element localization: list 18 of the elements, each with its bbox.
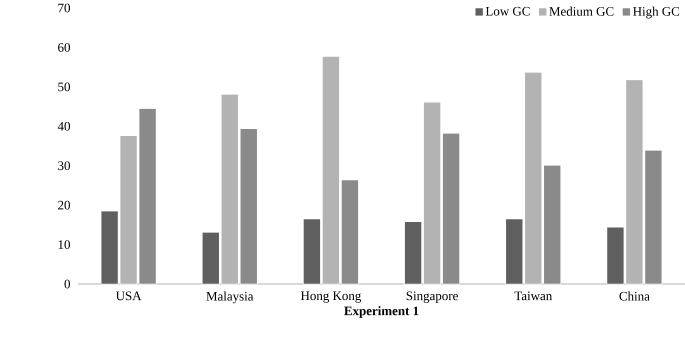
x-tick-label: USA [116,292,142,300]
legend-label: High GC [633,6,680,18]
legend-label: Low GC [486,6,530,16]
x-tick-label: China [619,292,650,301]
y-tick-label: 30 [58,161,70,170]
y-tick-label: 20 [58,200,70,210]
y-tick-label: 0 [64,280,70,288]
x-tick-label: Singapore [406,292,458,303]
x-tick-label: Malaysia [206,292,254,304]
y-tick-label: 40 [58,122,70,131]
x-axis-title: Experiment 1 [344,306,418,318]
x-tick-label: Taiwan [514,292,552,300]
legend-label: Medium GC [549,6,614,16]
y-tick-label: 70 [58,4,70,12]
x-tick-label: Hong Kong [300,292,362,303]
y-tick-label: 60 [58,43,70,52]
y-tick-label: 10 [58,240,70,249]
y-tick-label: 50 [58,82,70,92]
